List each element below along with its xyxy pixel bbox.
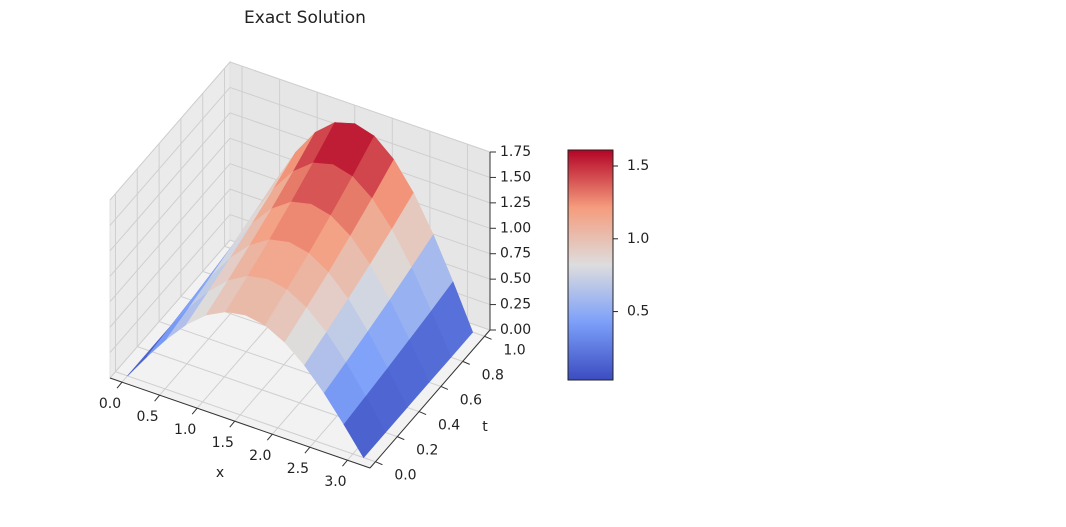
grid-line <box>109 239 231 379</box>
y-tick <box>418 411 427 416</box>
x-tick <box>342 459 348 467</box>
chart-title: Exact Solution <box>244 8 366 28</box>
x-tick-label: 1.0 <box>174 422 196 438</box>
z-tick-label: 0.75 <box>500 246 531 262</box>
y-tick <box>375 461 383 466</box>
x-tick-label: 1.5 <box>212 435 234 451</box>
z-tick-label: 1.00 <box>500 220 531 236</box>
z-tick-label: 0.00 <box>500 322 531 338</box>
y-tick-label: 0.6 <box>460 392 482 408</box>
x-tick-label: 0.5 <box>136 409 158 425</box>
y-tick <box>440 385 449 390</box>
x-tick-label: 0.0 <box>99 396 121 412</box>
grid-line <box>109 163 231 303</box>
axis-line <box>109 377 371 469</box>
colorbar-tick-label: 1.5 <box>627 158 649 174</box>
y-tick <box>462 360 470 365</box>
x-tick <box>191 407 198 415</box>
y-tick-label: 0.8 <box>482 367 504 383</box>
surface-patch <box>343 396 386 459</box>
colorbar-tick-label: 0.5 <box>627 304 649 320</box>
grid-line <box>115 371 376 463</box>
x-tick-label: 2.0 <box>249 448 271 464</box>
x-tick <box>229 420 236 428</box>
grid-line <box>229 61 491 153</box>
x-tick-label: 2.5 <box>287 461 309 477</box>
grid-line <box>109 61 231 201</box>
colorbar <box>567 149 614 381</box>
z-tick-label: 0.25 <box>500 297 531 313</box>
y-tick-label: 1.0 <box>503 342 525 358</box>
colorbar-tick-label: 1.0 <box>627 231 649 247</box>
z-tick-label: 1.75 <box>500 144 531 160</box>
grid-line <box>109 188 231 328</box>
y-tick-label: 0.0 <box>394 468 416 484</box>
y-tick <box>484 335 492 340</box>
x-tick <box>154 394 160 402</box>
grid-line <box>109 87 231 226</box>
x-axis-label: x <box>216 465 224 481</box>
x-tick <box>304 446 311 454</box>
grid-line <box>109 112 231 252</box>
x-tick <box>116 381 123 389</box>
z-tick-label: 1.50 <box>500 169 531 185</box>
axis-line <box>369 329 491 469</box>
x-tick-label: 3.0 <box>324 474 346 490</box>
x-tick <box>266 433 273 441</box>
z-tick-label: 0.50 <box>500 271 531 287</box>
grid-line <box>109 214 231 353</box>
y-tick-label: 0.2 <box>416 443 438 459</box>
y-tick <box>397 436 405 441</box>
z-tick-label: 1.25 <box>500 195 531 211</box>
y-tick-label: 0.4 <box>438 418 460 434</box>
grid-line <box>109 137 231 277</box>
y-axis-label: t <box>482 419 488 435</box>
